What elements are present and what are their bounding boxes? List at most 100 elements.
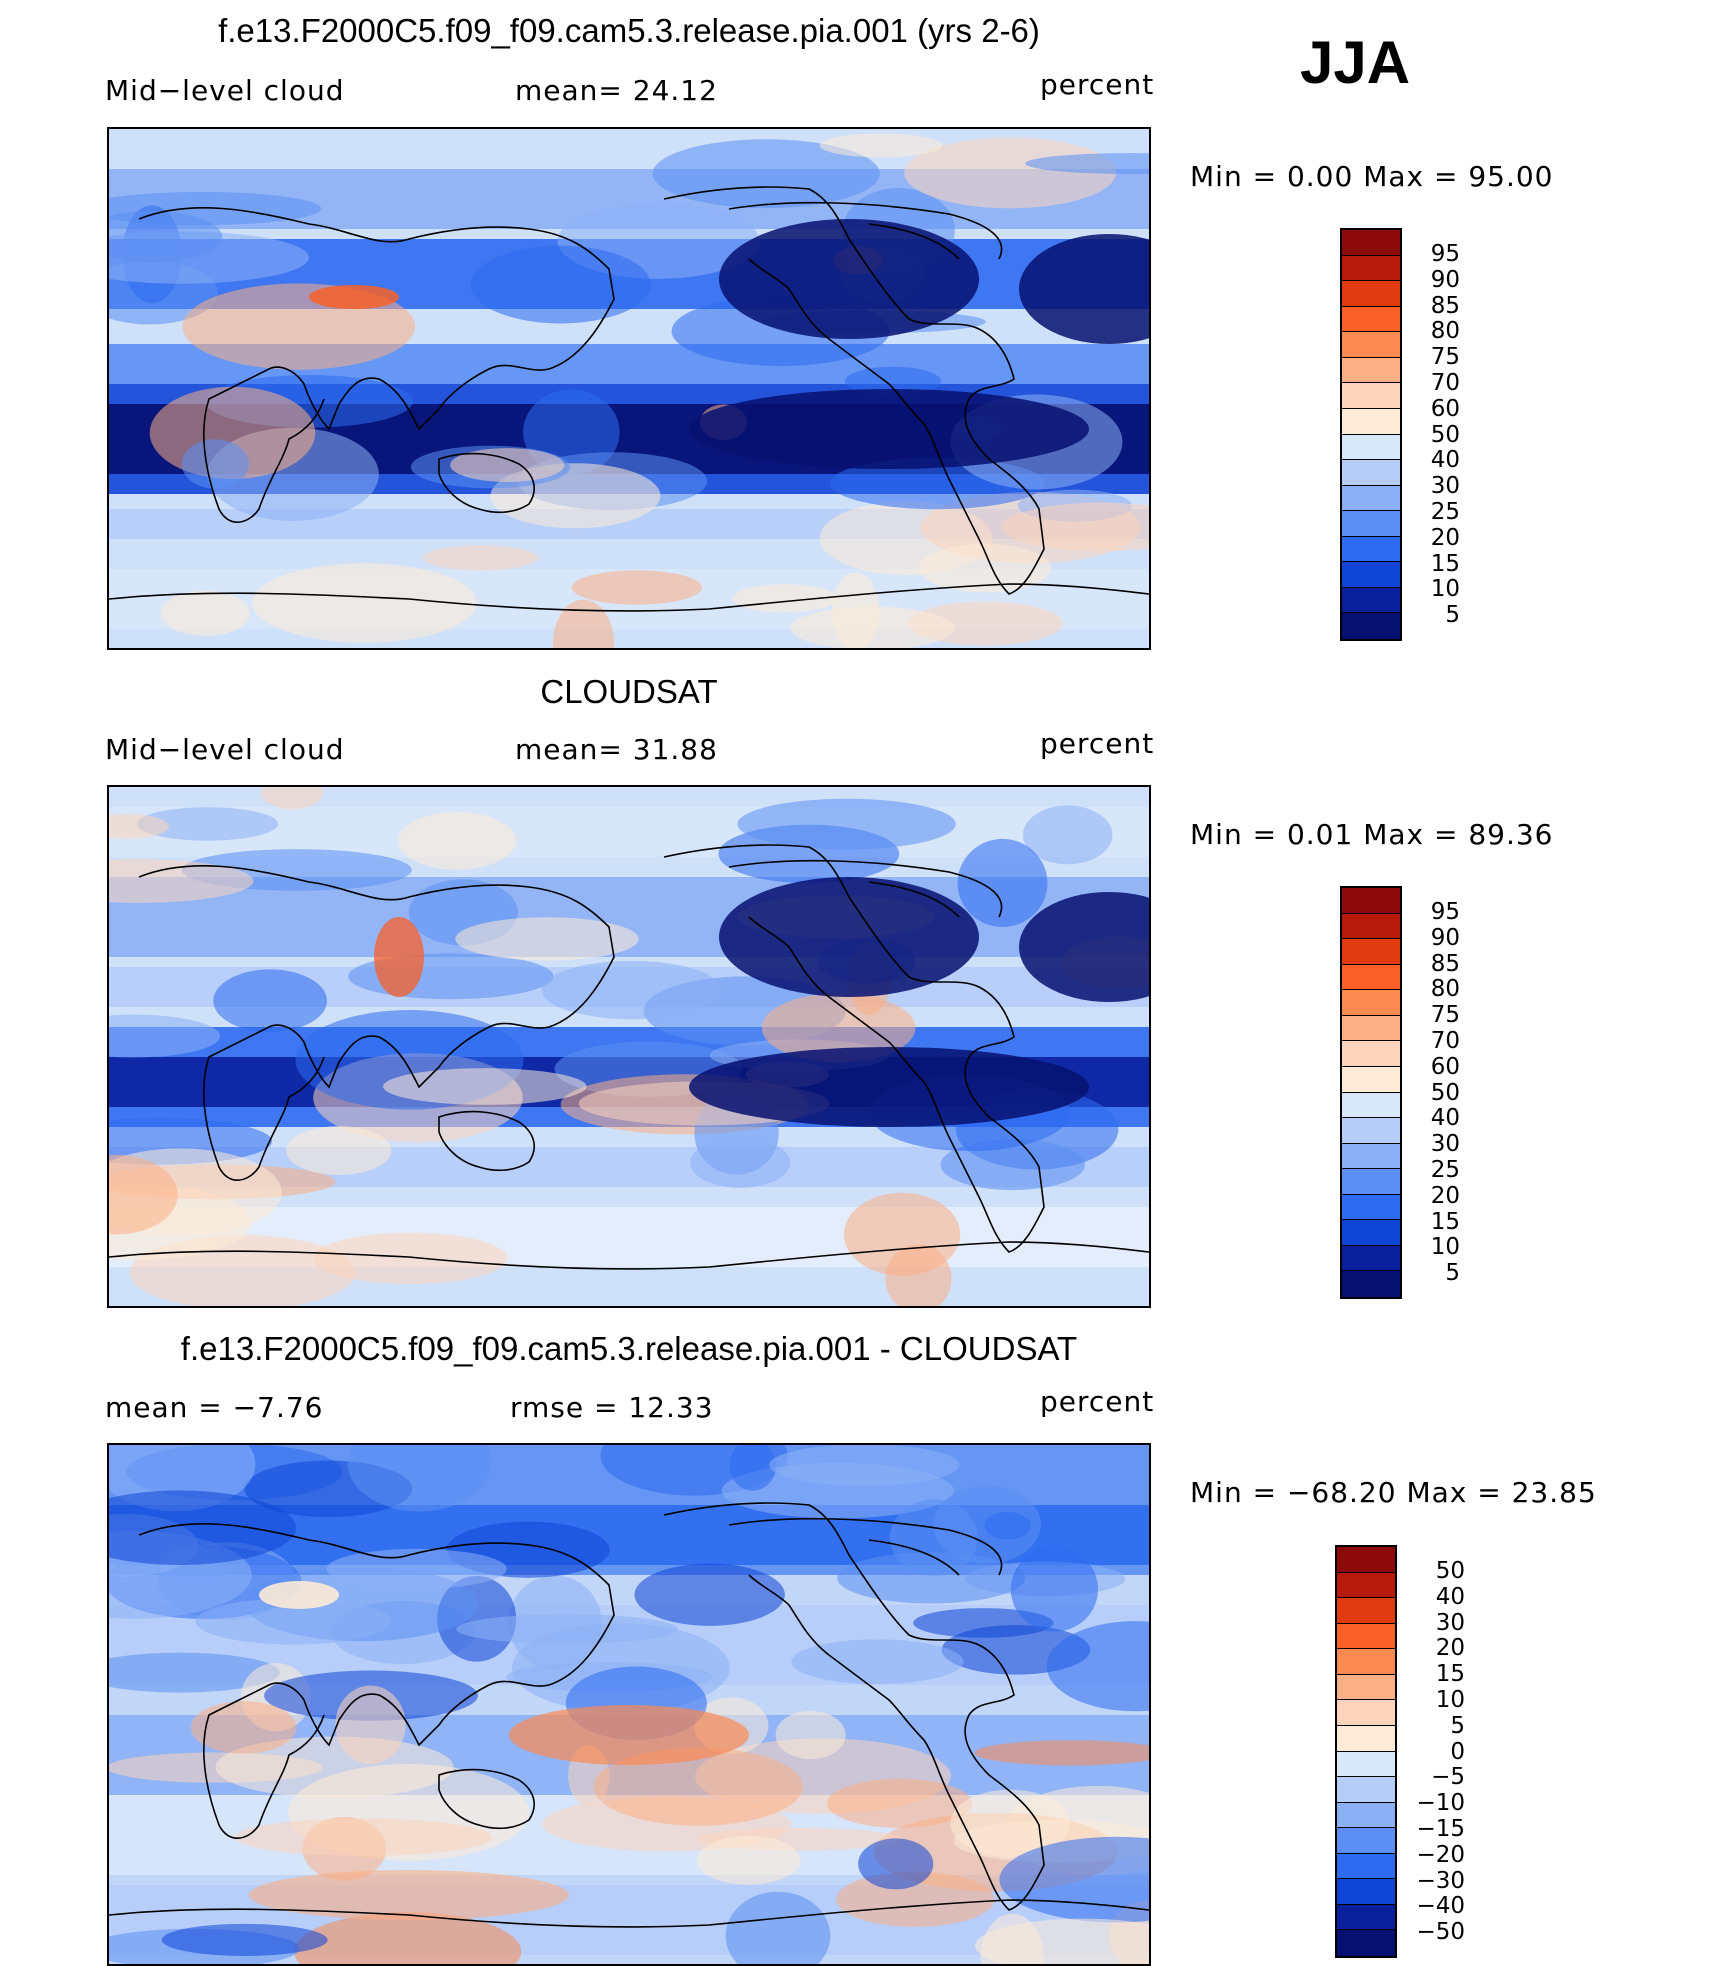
colorbar-swatch xyxy=(1337,1700,1395,1726)
colorbar-label: −20 xyxy=(1416,1841,1465,1868)
colorbar-label: 0 xyxy=(1450,1738,1465,1765)
colorbar-label: 75 xyxy=(1430,344,1460,371)
colorbar-label: 95 xyxy=(1430,899,1460,925)
panel-2-colorbar xyxy=(1340,886,1402,1299)
panel-3-rmse: rmse = 12.33 xyxy=(510,1391,714,1424)
panel-2-variable: Mid−level cloud xyxy=(105,733,345,766)
colorbar-label: −5 xyxy=(1431,1764,1465,1791)
colorbar-swatch xyxy=(1342,1066,1400,1093)
colorbar-swatch xyxy=(1342,1169,1400,1195)
colorbar-label: 20 xyxy=(1430,1182,1460,1209)
panel-2-map xyxy=(107,785,1151,1308)
panel-1-colorbar-labels: 95 90 85 80 75 70 60 50 40 30 25 20 15 10 5 xyxy=(1410,241,1460,629)
panel-1-units: percent xyxy=(1040,68,1155,101)
colorbar-label: 15 xyxy=(1430,550,1460,577)
colorbar-swatch xyxy=(1337,1649,1395,1675)
colorbar-swatch xyxy=(1337,1904,1395,1931)
colorbar-swatch xyxy=(1337,1623,1395,1650)
colorbar-swatch xyxy=(1342,1194,1400,1221)
colorbar-swatch xyxy=(1342,562,1400,588)
colorbar-swatch xyxy=(1337,1853,1395,1880)
colorbar-label: −30 xyxy=(1416,1867,1465,1894)
colorbar-swatch xyxy=(1337,1674,1395,1701)
panel-3-mean: mean = −7.76 xyxy=(105,1391,324,1424)
colorbar-label: 95 xyxy=(1430,241,1460,267)
colorbar-swatch xyxy=(1342,587,1400,614)
panel-1-colorbar xyxy=(1340,228,1402,641)
colorbar-label: 25 xyxy=(1430,498,1460,525)
colorbar-swatch xyxy=(1342,1015,1400,1042)
colorbar-swatch xyxy=(1337,1751,1395,1778)
colorbar-swatch xyxy=(1342,357,1400,384)
colorbar-swatch xyxy=(1337,1930,1395,1956)
colorbar-label: 10 xyxy=(1435,1686,1465,1713)
colorbar-swatch xyxy=(1342,460,1400,486)
colorbar-swatch xyxy=(1342,536,1400,563)
panel-1-mean: mean= 24.12 xyxy=(515,74,718,107)
colorbar-label: 40 xyxy=(1430,447,1460,474)
colorbar-label: 30 xyxy=(1435,1609,1465,1636)
season-label: JJA xyxy=(1300,29,1411,96)
colorbar-swatch xyxy=(1342,511,1400,537)
panel-2-colorbar-labels: 95 90 85 80 75 70 60 50 40 30 25 20 15 10 5 xyxy=(1410,899,1460,1287)
colorbar-swatch xyxy=(1342,990,1400,1016)
colorbar-swatch xyxy=(1337,1598,1395,1624)
colorbar-label: 50 xyxy=(1430,421,1460,448)
panel-2-mean: mean= 31.88 xyxy=(515,733,718,766)
colorbar-label: 75 xyxy=(1430,1002,1460,1029)
colorbar-label: −15 xyxy=(1416,1815,1465,1842)
colorbar-swatch xyxy=(1342,1245,1400,1272)
panel-2-minmax: Min = 0.01 Max = 89.36 xyxy=(1190,818,1554,851)
colorbar-label: 50 xyxy=(1430,1079,1460,1106)
panel-3-colorbar xyxy=(1335,1545,1397,1958)
colorbar-swatch xyxy=(1342,383,1400,409)
colorbar-label: 30 xyxy=(1430,1131,1460,1158)
colorbar-swatch xyxy=(1342,281,1400,307)
colorbar-label: 25 xyxy=(1430,1156,1460,1183)
colorbar-swatch xyxy=(1337,1725,1395,1752)
colorbar-swatch xyxy=(1342,939,1400,965)
colorbar-label: 20 xyxy=(1435,1635,1465,1662)
colorbar-swatch xyxy=(1342,1143,1400,1170)
panel-3-units: percent xyxy=(1040,1385,1155,1418)
panel-3-map xyxy=(107,1443,1151,1966)
colorbar-swatch xyxy=(1342,964,1400,991)
colorbar-swatch xyxy=(1337,1572,1395,1599)
colorbar-swatch xyxy=(1342,408,1400,435)
colorbar-label: 40 xyxy=(1430,1105,1460,1132)
colorbar-label: 20 xyxy=(1430,524,1460,551)
colorbar-swatch xyxy=(1337,1828,1395,1854)
colorbar-label: 60 xyxy=(1430,1053,1460,1080)
colorbar-label: 90 xyxy=(1430,266,1460,293)
panel-2-title: CLOUDSAT xyxy=(540,673,718,710)
panel-1-title: f.e13.F2000C5.f09_f09.cam5.3.release.pia… xyxy=(218,12,1040,49)
colorbar-label: 5 xyxy=(1445,1260,1460,1287)
colorbar-label: 30 xyxy=(1430,473,1460,500)
colorbar-swatch xyxy=(1342,255,1400,282)
panel-1-variable: Mid−level cloud xyxy=(105,74,345,107)
colorbar-label: 5 xyxy=(1450,1712,1465,1739)
colorbar-label: 15 xyxy=(1435,1661,1465,1688)
panel-3-colorbar-labels: 50 40 30 20 15 10 5 0 −5 −10 −15 −20 −30 −40 −50 xyxy=(1410,1558,1465,1946)
colorbar-label: 10 xyxy=(1430,1234,1460,1261)
colorbar-swatch xyxy=(1342,434,1400,461)
colorbar-swatch xyxy=(1342,230,1400,256)
colorbar-swatch xyxy=(1342,613,1400,639)
colorbar-swatch xyxy=(1337,1879,1395,1905)
colorbar-label: −50 xyxy=(1416,1919,1465,1946)
colorbar-label: −10 xyxy=(1416,1790,1465,1817)
colorbar-swatch xyxy=(1342,485,1400,512)
colorbar-label: 10 xyxy=(1430,576,1460,603)
colorbar-label: 85 xyxy=(1430,950,1460,977)
colorbar-label: 90 xyxy=(1430,924,1460,951)
colorbar-label: 15 xyxy=(1430,1208,1460,1235)
panel-3-minmax: Min = −68.20 Max = 23.85 xyxy=(1190,1476,1597,1509)
panel-2-units: percent xyxy=(1040,727,1155,760)
colorbar-label: 85 xyxy=(1430,292,1460,319)
colorbar-swatch xyxy=(1342,1220,1400,1246)
colorbar-swatch xyxy=(1342,888,1400,914)
colorbar-swatch xyxy=(1342,332,1400,358)
panel-1-minmax: Min = 0.00 Max = 95.00 xyxy=(1190,160,1554,193)
colorbar-swatch xyxy=(1342,1271,1400,1297)
colorbar-label: 40 xyxy=(1435,1583,1465,1610)
